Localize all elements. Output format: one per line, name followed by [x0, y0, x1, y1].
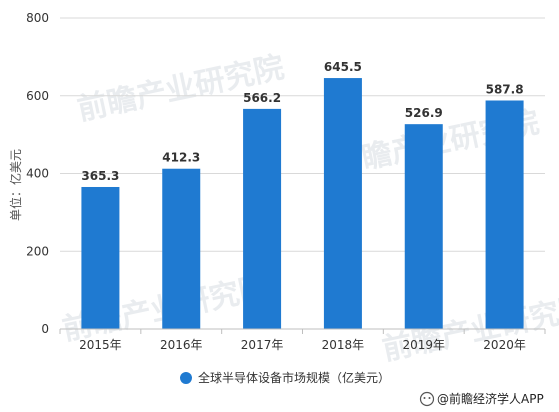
legend-marker — [180, 372, 192, 384]
bar-value-label: 365.3 — [81, 169, 119, 183]
gridlines — [60, 17, 545, 252]
bar — [81, 186, 120, 329]
credit: @前瞻经济学人APP — [419, 391, 544, 407]
y-tick-label: 0 — [41, 322, 49, 336]
bar — [404, 124, 443, 329]
wechat-icon-dot — [423, 397, 426, 399]
x-tick-label: 2016年 — [160, 338, 203, 352]
x-axis-ticks: 2015年 2016年 2017年 2018年 2019年 2020年 — [59, 329, 546, 352]
legend-label: 全球半导体设备市场规模（亿美元） — [198, 370, 390, 385]
y-axis-title: 单位：亿美元 — [8, 149, 23, 221]
bar — [162, 168, 201, 329]
wechat-icon-dot — [428, 397, 431, 399]
bar-value-label: 645.5 — [324, 60, 362, 74]
bar-value-label: 526.9 — [405, 106, 443, 120]
x-tick-label: 2017年 — [241, 338, 284, 352]
bars — [81, 78, 524, 330]
x-tick-label: 2020年 — [483, 338, 526, 352]
bar — [323, 78, 362, 329]
bar-value-label: 412.3 — [162, 151, 200, 165]
y-tick-label: 600 — [26, 89, 49, 103]
watermark-layer: 前瞻产业研究院 前瞻产业研究院 前瞻产业研究院 前瞻产业研究院 — [59, 50, 559, 368]
bar-value-label: 566.2 — [243, 91, 281, 105]
y-axis-ticks: 0 200 400 600 800 — [26, 11, 49, 336]
y-tick-label: 200 — [26, 244, 49, 258]
wechat-icon — [419, 391, 435, 407]
bar — [243, 108, 282, 330]
x-tick-label: 2018年 — [322, 338, 365, 352]
data-labels: 365.3 412.3 566.2 645.5 526.9 587.8 — [81, 60, 523, 183]
x-tick-label: 2015年 — [79, 338, 122, 352]
bar-value-label: 587.8 — [486, 82, 524, 96]
legend: 全球半导体设备市场规模（亿美元） — [180, 370, 390, 385]
x-tick-label: 2019年 — [402, 338, 445, 352]
y-tick-label: 800 — [26, 11, 49, 25]
bar — [485, 100, 524, 329]
credit-label: @前瞻经济学人APP — [437, 391, 544, 406]
y-tick-label: 400 — [26, 167, 49, 181]
